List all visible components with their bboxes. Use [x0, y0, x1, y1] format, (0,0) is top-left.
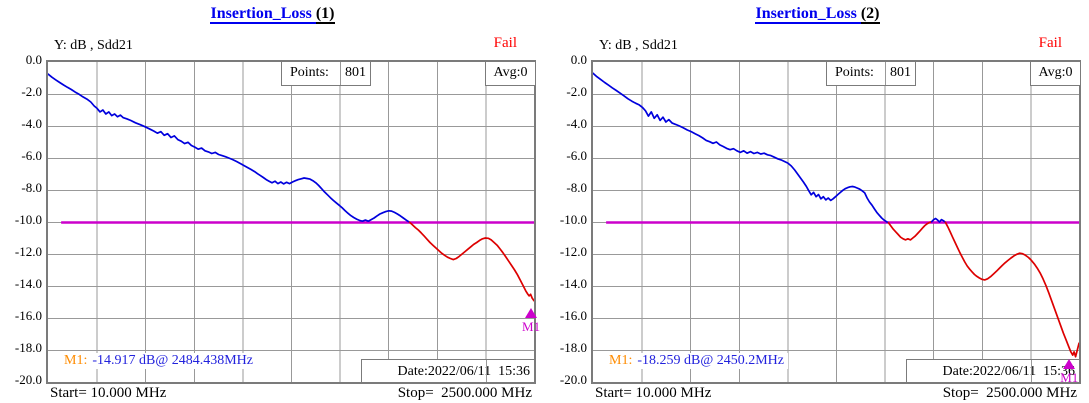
- y-tick-label: -6.0: [566, 148, 587, 163]
- marker-readout-value: -14.917 dB@ 2484.438MHz: [92, 353, 254, 368]
- chart-panel-1: Insertion_Loss (1) Y: dB , Sdd21 Fail 0.0…: [0, 5, 545, 401]
- marker-readout-name: M1:: [64, 353, 88, 368]
- start-frequency-label: Start= 10.000 MHz: [595, 385, 712, 401]
- grid-and-traces: [48, 62, 534, 382]
- y-axis-title: Y: dB , Sdd21: [54, 38, 133, 53]
- points-value: 801: [345, 65, 366, 80]
- trace-pass-segment: [593, 72, 890, 224]
- plot-area: Points: 801 Avg:0 Date:2022/06/11 15:36 M…: [591, 60, 1081, 385]
- y-axis-title: Y: dB , Sdd21: [599, 38, 678, 53]
- marker-readout-value: -18.259 dB@ 2450.2MHz: [637, 353, 785, 368]
- y-tick-label: -18.0: [14, 340, 42, 355]
- marker-triangle-icon: [524, 307, 537, 318]
- y-tick-label: -20.0: [559, 372, 587, 387]
- grid-line: [486, 360, 487, 382]
- grid-line: [340, 62, 341, 85]
- y-tick-label: -2.0: [566, 84, 587, 99]
- y-tick-label: -20.0: [14, 372, 42, 387]
- chart-title-link[interactable]: Insertion_Loss: [755, 5, 861, 24]
- stop-frequency-label: Stop= 2500.000 MHz: [397, 385, 532, 401]
- y-tick-label: -16.0: [14, 308, 42, 323]
- date-box: Date:2022/06/11 15:36: [361, 359, 534, 382]
- y-tick-label: -12.0: [559, 244, 587, 259]
- y-tick-label: -10.0: [14, 212, 42, 227]
- y-tick-label: -4.0: [566, 116, 587, 131]
- date-label: Date:2022/06/11 15:36: [397, 364, 530, 379]
- y-tick-label: -2.0: [21, 84, 42, 99]
- trace-fail-segment: [408, 221, 534, 302]
- chart-title-link[interactable]: Insertion_Loss: [210, 5, 316, 24]
- avg-box: Avg:0: [485, 62, 535, 86]
- trace-pass-segment: [48, 73, 411, 224]
- stop-frequency-label: Stop= 2500.000 MHz: [942, 385, 1077, 401]
- y-tick-label: -8.0: [21, 180, 42, 195]
- marker-triangle-icon: [1062, 358, 1075, 369]
- chart-title-index: (2): [860, 5, 880, 24]
- y-tick-label: -8.0: [566, 180, 587, 195]
- points-box: Points: 801: [826, 62, 916, 86]
- y-tick-label: -4.0: [21, 116, 42, 131]
- points-label: Points:: [290, 65, 329, 80]
- trace-fail-segment: [944, 221, 1079, 358]
- chart-panel-2: Insertion_Loss (2) Y: dB , Sdd21 Fail 0.0…: [545, 0, 1089, 403]
- chart-title: Insertion_Loss (1): [0, 5, 545, 24]
- y-tick-label: -14.0: [559, 276, 587, 291]
- grid-line: [1031, 360, 1032, 382]
- plot-area: Points: 801 Avg:0 Date:2022/06/11 15:36 M…: [46, 60, 540, 384]
- y-tick-label: -18.0: [559, 340, 587, 355]
- points-value: 801: [890, 65, 911, 80]
- chart-title: Insertion_Loss (2): [545, 5, 1089, 24]
- fail-status: Fail: [493, 35, 517, 51]
- points-label: Points:: [835, 65, 874, 80]
- avg-box: Avg:0: [1030, 62, 1080, 86]
- y-tick-label: 0.0: [570, 52, 587, 67]
- y-tick-label: -10.0: [559, 212, 587, 227]
- marker-readout: M1: -18.259 dB@ 2450.2MHz: [605, 353, 789, 369]
- y-tick-label: -16.0: [559, 308, 587, 323]
- marker-label: M1: [522, 318, 541, 334]
- y-tick-label: 0.0: [25, 52, 42, 67]
- points-box: Points: 801: [281, 62, 371, 86]
- grid-line: [885, 62, 886, 85]
- y-tick-label: -14.0: [14, 276, 42, 291]
- start-frequency-label: Start= 10.000 MHz: [50, 385, 167, 401]
- marker-readout-name: M1:: [609, 353, 633, 368]
- trace-pass-segment: [930, 217, 947, 224]
- marker-readout: M1: -14.917 dB@ 2484.438MHz: [60, 353, 258, 369]
- trace-fail-segment: [887, 220, 933, 241]
- date-box: Date:2022/06/11 15:36: [906, 359, 1079, 382]
- y-tick-label: -6.0: [21, 148, 42, 163]
- fail-status: Fail: [1038, 35, 1062, 51]
- marker-label: M1: [1060, 369, 1079, 385]
- grid-and-traces: [593, 62, 1079, 382]
- y-tick-label: -12.0: [14, 244, 42, 259]
- chart-title-index: (1): [315, 5, 335, 24]
